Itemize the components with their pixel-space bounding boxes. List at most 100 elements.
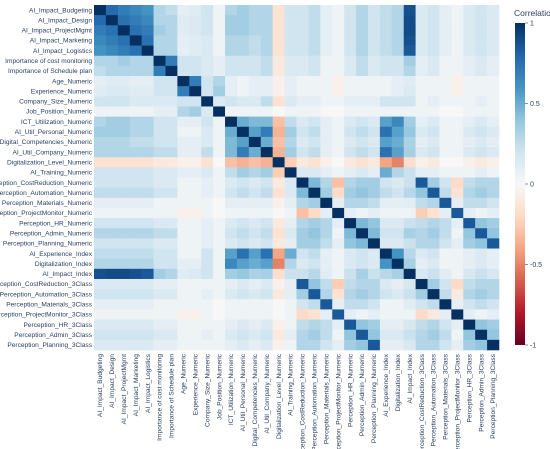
heatmap-cell [117,76,131,87]
x-tick-label-perception-projectmonitor-3class: Perception_ProjectMonitor_3Class [455,353,462,449]
heatmap-cell [153,299,166,310]
heatmap-cell [308,238,321,249]
heatmap-cell [415,5,428,16]
heatmap-cell [284,177,297,188]
heatmap-cell [201,278,214,290]
heatmap-cell [487,35,500,46]
heatmap-cell [367,55,381,67]
heatmap-cell [391,65,404,77]
heatmap-cell [272,329,285,341]
heatmap-cell [391,228,404,239]
heatmap-cell [475,258,488,270]
heatmap-cell [451,268,464,280]
heatmap-cell [296,238,309,249]
heatmap-cell [177,136,190,148]
heatmap-cell [475,218,488,229]
heatmap-cell [248,65,262,77]
heatmap-cell [487,268,500,280]
heatmap-cell [201,116,214,128]
y-tick-label-perception-automation-3class: Perception_Automation_3Class [0,291,93,298]
heatmap-cell [391,15,404,26]
heatmap-cell [117,25,131,36]
heatmap-cell [403,35,416,46]
heatmap-cell [439,126,452,138]
heatmap-cell [248,147,262,158]
heatmap-cell [379,238,393,249]
heatmap-cell [367,106,381,117]
heatmap-cell [177,177,190,188]
heatmap-cell [105,278,119,290]
heatmap-cell [236,167,250,178]
heatmap-cell [308,96,321,107]
heatmap-cell [153,116,166,128]
heatmap-cell [296,45,309,57]
heatmap-cell [356,35,369,46]
heatmap-cell [213,35,226,46]
heatmap-cell [189,268,202,280]
heatmap-cell [463,248,476,259]
heatmap-cell [391,116,404,128]
heatmap-cell [272,289,285,300]
heatmap-cell [225,238,238,249]
heatmap-cell [403,76,416,87]
heatmap-cell [177,76,190,87]
heatmap-cell [451,55,464,67]
heatmap-cell [439,258,452,270]
heatmap-cell [463,157,476,168]
heatmap-cell [105,339,119,351]
heatmap-cell [463,55,476,67]
heatmap-cell [379,309,393,320]
heatmap-cell [189,55,202,67]
heatmap-cell [367,197,381,209]
heatmap-cell [153,106,166,117]
heatmap-cell [225,329,238,341]
heatmap-cell [201,136,214,148]
heatmap-cell [94,65,107,77]
heatmap-cell [367,126,381,138]
heatmap-cell [117,268,131,280]
heatmap-cell [129,207,142,219]
heatmap-cell [117,329,131,341]
heatmap-cell [117,116,131,128]
y-tick-label-digitalization-level-numeric: Digitalization_Level_Numeric [7,159,93,166]
heatmap-cell [379,5,393,16]
heatmap-cell [105,309,119,320]
y-tick-label-ict-utilization-numeric: ICT_Utilization_Numeric [21,119,93,126]
heatmap-cell [225,157,238,168]
heatmap-cell [332,136,345,148]
heatmap-cell [463,238,476,249]
heatmap-cell [177,15,190,26]
heatmap-cell [117,309,131,320]
heatmap-cell [415,197,428,209]
x-tick-label-perception-hr-numeric: Perception_HR_Numeric [347,353,354,427]
heatmap-cell [260,147,273,158]
heatmap-cell [165,76,178,87]
heatmap-cell [117,86,131,97]
heatmap-cell [189,167,202,178]
heatmap-cell [284,96,297,107]
heatmap-cell [177,309,190,320]
heatmap-cell [153,5,166,16]
heatmap-cell [201,309,214,320]
heatmap-cell [117,177,131,188]
heatmap-cell [332,157,345,168]
heatmap-cell [475,157,488,168]
heatmap-cell [427,35,440,46]
heatmap-cell [201,157,214,168]
heatmap-cell [284,167,297,178]
heatmap-cell [272,76,285,87]
x-tick-label-ai-impact-budgeting: AI_Impact_Budgeting [97,354,104,417]
heatmap-cell [213,319,226,331]
heatmap-cell [296,299,309,310]
heatmap-cell [153,207,166,219]
heatmap-cell [415,278,428,290]
heatmap-cell [189,25,202,36]
heatmap-cell [141,5,154,16]
heatmap-cell [344,136,357,148]
heatmap-cell [415,218,428,229]
heatmap-cell [141,15,154,26]
heatmap-cell [415,147,428,158]
heatmap-cell [272,167,285,178]
heatmap-cell [439,319,452,331]
heatmap-cell [248,228,262,239]
